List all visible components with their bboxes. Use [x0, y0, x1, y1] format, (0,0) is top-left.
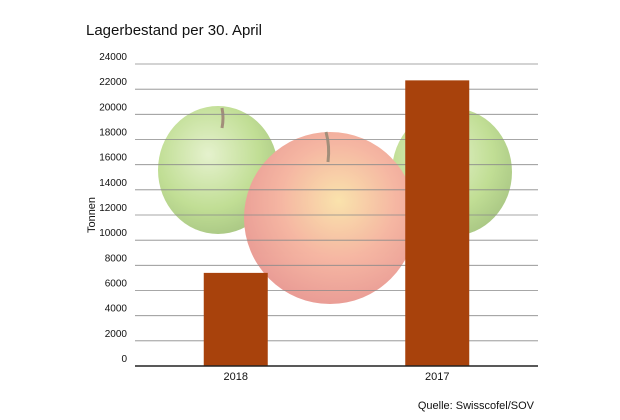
y-axis-label: Tonnen — [86, 197, 98, 233]
x-tick-label: 2017 — [425, 371, 449, 383]
y-tick-label: 20000 — [99, 102, 127, 113]
y-tick-label: 8000 — [105, 253, 128, 264]
y-tick-label: 4000 — [105, 304, 128, 315]
y-tick-label: 12000 — [99, 203, 127, 214]
chart-title: Lagerbestand per 30. April — [86, 22, 262, 39]
y-tick-label: 10000 — [99, 228, 127, 239]
bar-2017 — [405, 80, 470, 366]
x-tick-label: 2018 — [224, 371, 248, 383]
y-tick-label: 18000 — [99, 128, 127, 139]
y-tick-label: 0 — [121, 354, 127, 365]
y-tick-label: 24000 — [99, 52, 127, 63]
y-tick-label: 6000 — [105, 279, 128, 290]
y-tick-label: 16000 — [99, 153, 127, 164]
source-note: Quelle: Swisscofel/SOV — [417, 400, 534, 412]
y-tick-label: 22000 — [99, 77, 127, 88]
y-tick-label: 14000 — [99, 178, 127, 189]
bar-2018 — [203, 272, 268, 366]
y-tick-label: 2000 — [105, 329, 128, 340]
